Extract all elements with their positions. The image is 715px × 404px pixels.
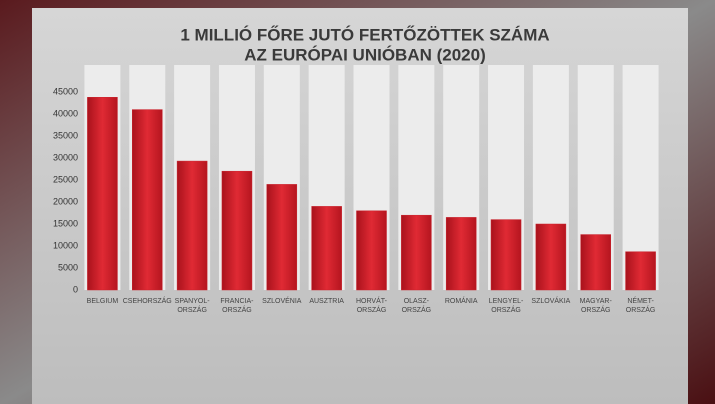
x-tick-label: CSEHORSZÁG bbox=[123, 296, 172, 305]
bar bbox=[535, 223, 567, 291]
x-tick-label: SZLOVÁKIA bbox=[531, 296, 570, 305]
chart-subtitle: AZ EURÓPAI UNIÓBAN (2020) bbox=[244, 45, 486, 64]
y-tick-label: 20000 bbox=[53, 196, 78, 206]
bar bbox=[221, 170, 253, 291]
x-tick-label: LENGYEL-ORSZÁG bbox=[489, 298, 524, 314]
bar bbox=[401, 214, 432, 291]
x-tick-label: MAGYAR-ORSZÁG bbox=[580, 298, 613, 314]
bar bbox=[87, 97, 118, 291]
x-tick-label: AUSZTRIA bbox=[309, 298, 344, 305]
x-tick-label: HORVÁT-ORSZÁG bbox=[356, 296, 388, 314]
bar bbox=[176, 160, 208, 291]
bar bbox=[580, 234, 611, 291]
x-tick-label: SPANYOL-ORSZÁG bbox=[175, 298, 211, 314]
y-tick-label: 0 bbox=[73, 284, 78, 294]
chart-title: 1 MILLIÓ FŐRE JUTÓ FERTŐZÖTTEK SZÁMA bbox=[180, 25, 549, 44]
bar bbox=[356, 210, 387, 291]
bar bbox=[445, 217, 477, 291]
y-tick-label: 40000 bbox=[53, 108, 78, 118]
y-tick-label: 5000 bbox=[58, 262, 78, 272]
y-tick-label: 30000 bbox=[53, 152, 78, 162]
x-tick-label: BELGIUM bbox=[87, 298, 119, 305]
y-tick-label: 45000 bbox=[53, 86, 78, 96]
bar bbox=[490, 219, 522, 291]
bar bbox=[311, 206, 342, 291]
y-tick-label: 10000 bbox=[53, 240, 78, 250]
y-tick-label: 25000 bbox=[53, 174, 78, 184]
bar bbox=[625, 251, 656, 291]
y-tick-label: 15000 bbox=[53, 218, 78, 228]
x-tick-label: OLASZ-ORSZÁG bbox=[402, 298, 432, 314]
x-tick-label: NÉMET-ORSZÁG bbox=[626, 296, 656, 314]
bar bbox=[266, 184, 298, 291]
bar bbox=[132, 109, 163, 291]
y-tick-label: 35000 bbox=[53, 130, 78, 140]
x-tick-label: FRANCIA-ORSZÁG bbox=[220, 298, 254, 314]
x-tick-label: SZLOVÉNIA bbox=[262, 296, 302, 305]
x-tick-label: ROMÁNIA bbox=[445, 296, 478, 305]
